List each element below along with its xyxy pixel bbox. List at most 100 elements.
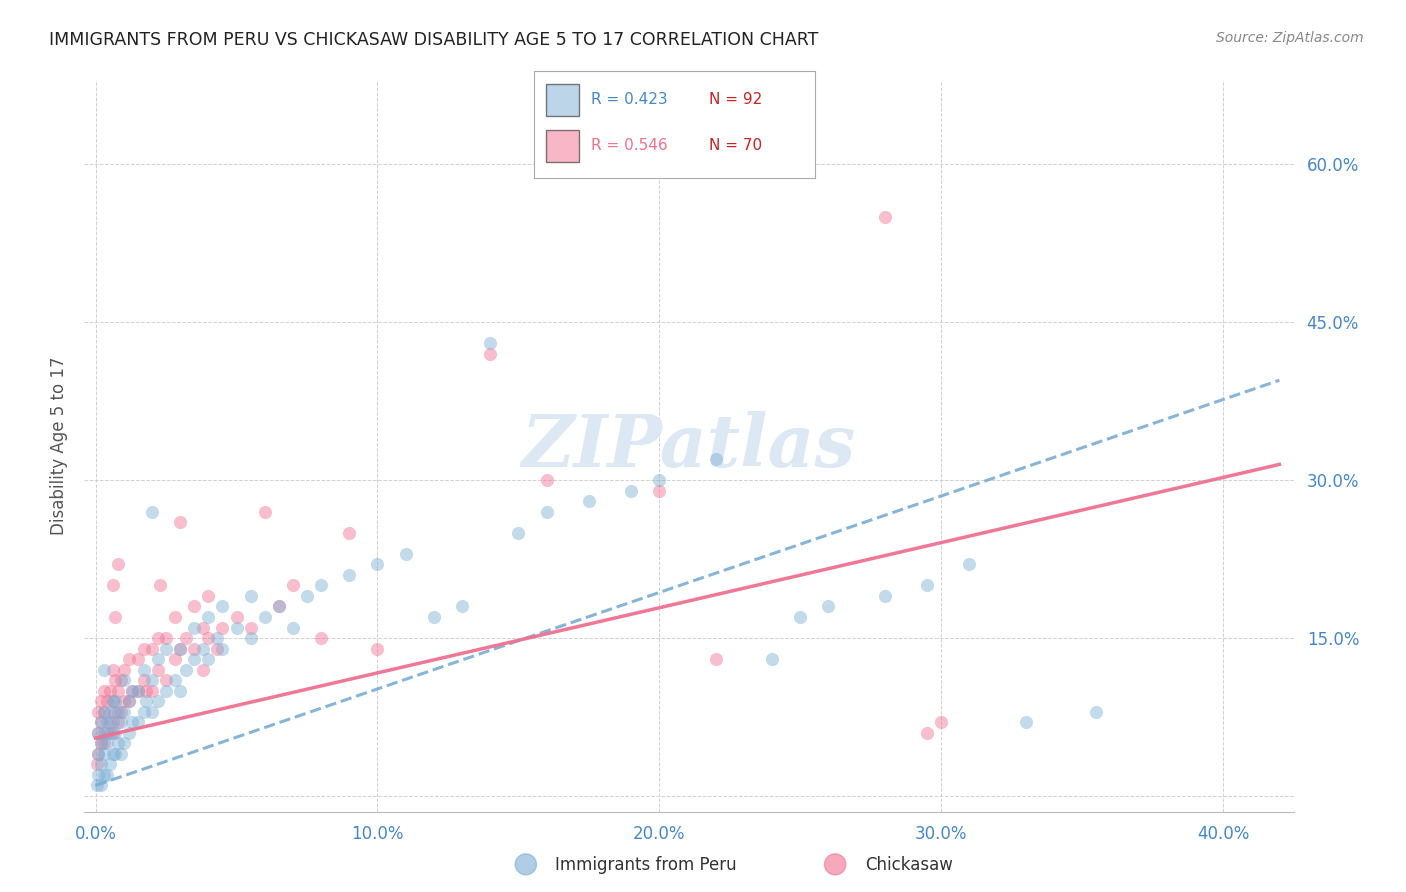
Point (101, 663, 124, 677)
Point (86, 779, 108, 793)
Point (479, 347, 502, 361)
Point (915, 578, 938, 592)
Point (96, 736, 118, 750)
Point (104, 694, 127, 708)
Point (957, 558, 980, 572)
Point (337, 568, 360, 582)
Point (98, 705, 121, 719)
Point (121, 683, 143, 698)
Point (225, 610, 247, 624)
Point (149, 578, 172, 592)
Point (183, 641, 205, 656)
Point (96, 768, 118, 782)
Point (96, 715, 118, 730)
Point (118, 694, 141, 708)
Point (648, 473, 671, 487)
Point (121, 715, 143, 730)
Text: Source: ZipAtlas.com: Source: ZipAtlas.com (1216, 31, 1364, 45)
Point (211, 621, 233, 635)
Text: IMMIGRANTS FROM PERU VS CHICKASAW DISABILITY AGE 5 TO 17 CORRELATION CHART: IMMIGRANTS FROM PERU VS CHICKASAW DISABI… (49, 31, 818, 49)
Point (86, 757, 108, 772)
Point (146, 694, 169, 708)
Point (578, 494, 600, 508)
Point (93, 705, 115, 719)
Point (104, 610, 127, 624)
Point (132, 663, 155, 677)
Point (135, 683, 157, 698)
Point (101, 747, 124, 761)
Point (174, 663, 197, 677)
Point (704, 452, 727, 467)
Point (87, 747, 110, 761)
Point (225, 621, 247, 635)
Point (118, 652, 141, 666)
Point (239, 621, 262, 635)
Point (141, 505, 163, 519)
Point (141, 705, 163, 719)
Point (395, 547, 418, 561)
Point (309, 578, 332, 592)
Point (309, 631, 332, 645)
Point (101, 694, 124, 708)
Point (93, 726, 115, 740)
Point (118, 726, 141, 740)
Point (197, 631, 219, 645)
Point (104, 705, 127, 719)
Point (90, 715, 112, 730)
Point (155, 673, 177, 688)
Point (127, 683, 149, 698)
Point (107, 736, 129, 750)
Point (121, 683, 143, 698)
Point (110, 705, 132, 719)
Point (90, 736, 112, 750)
Point (704, 652, 727, 666)
Point (146, 663, 169, 677)
Point (163, 610, 186, 624)
Point (98, 683, 121, 698)
Point (101, 726, 124, 740)
Point (183, 621, 205, 635)
Point (146, 631, 169, 645)
Point (536, 505, 558, 519)
Point (104, 673, 127, 688)
Point (104, 726, 127, 740)
Point (112, 705, 135, 719)
Point (90, 715, 112, 730)
Point (87, 747, 110, 761)
Point (295, 589, 318, 603)
Point (93, 736, 115, 750)
Point (110, 673, 132, 688)
Point (107, 558, 129, 572)
Point (90, 757, 112, 772)
Point (1015, 715, 1038, 730)
Point (98, 715, 121, 730)
Point (239, 589, 262, 603)
Point (191, 621, 214, 635)
Point (620, 483, 643, 498)
Point (132, 673, 155, 688)
Point (93, 683, 115, 698)
Point (93, 663, 115, 677)
Point (205, 641, 228, 656)
Point (1085, 705, 1108, 719)
Text: R = 0.423: R = 0.423 (591, 92, 666, 107)
Point (87, 768, 110, 782)
Point (267, 599, 290, 614)
Point (107, 683, 129, 698)
Point (873, 589, 896, 603)
Point (169, 641, 191, 656)
Point (141, 683, 163, 698)
Text: N = 70: N = 70 (709, 138, 762, 153)
Point (87, 726, 110, 740)
Text: Chickasaw: Chickasaw (865, 856, 953, 874)
Point (536, 473, 558, 487)
Point (163, 652, 186, 666)
Point (366, 641, 388, 656)
Point (90, 736, 112, 750)
Point (112, 694, 135, 708)
Point (118, 694, 141, 708)
Point (337, 525, 360, 540)
Point (423, 610, 446, 624)
Point (112, 673, 135, 688)
Point (191, 663, 214, 677)
